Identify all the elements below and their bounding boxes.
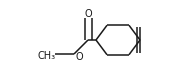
Text: O: O <box>75 52 83 62</box>
Text: CH₃: CH₃ <box>38 51 56 61</box>
Text: O: O <box>84 9 92 19</box>
